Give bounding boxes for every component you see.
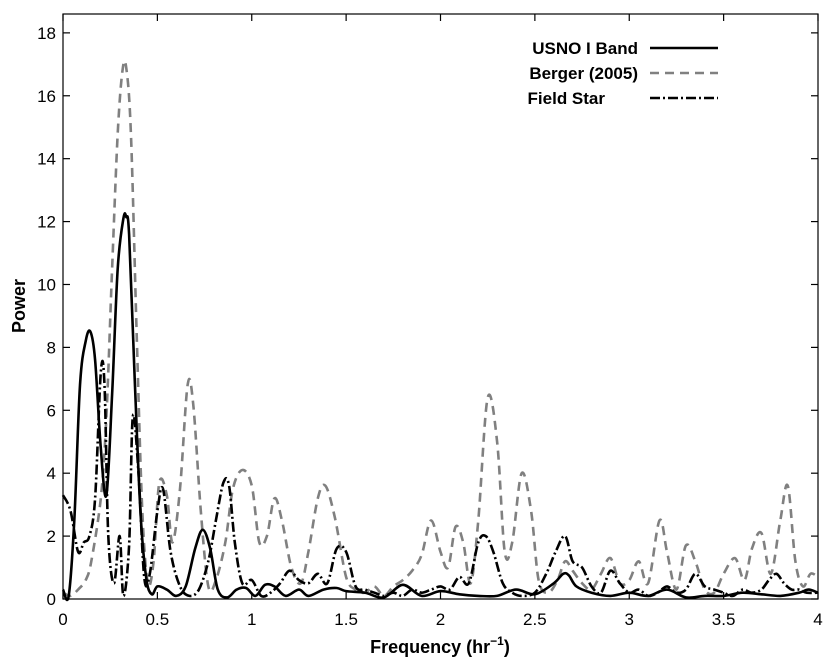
y-tick-label: 6 — [47, 401, 56, 420]
x-tick-label: 3.5 — [712, 610, 736, 629]
x-axis: 0 0.5 1 1.5 2 2.5 3 3.5 4 — [58, 14, 823, 629]
x-tick-label: 0.5 — [146, 610, 170, 629]
series-berger-2005-line — [62, 59, 819, 598]
y-tick-label: 18 — [37, 24, 56, 43]
x-tick-label: 4 — [813, 610, 822, 629]
x-tick-label: 1.5 — [334, 610, 358, 629]
x-axis-title-close: ) — [504, 637, 510, 657]
legend-label-berger: Berger (2005) — [529, 64, 638, 83]
series-usno-i-band-line — [61, 212, 819, 602]
legend-label-field-star: Field Star — [528, 89, 606, 108]
x-tick-label: 3 — [625, 610, 634, 629]
y-tick-label: 4 — [47, 464, 56, 483]
y-tick-label: 10 — [37, 275, 56, 294]
x-tick-label: 1 — [247, 610, 256, 629]
series-field-star-line — [61, 359, 819, 598]
legend: USNO I Band Berger (2005) Field Star — [528, 39, 718, 108]
x-tick-label: 0 — [58, 610, 67, 629]
plot-frame — [62, 13, 819, 600]
x-axis-title: Frequency (hr−1) — [370, 634, 510, 657]
y-tick-label: 14 — [37, 150, 56, 169]
y-axis-title: Power — [9, 279, 29, 333]
x-axis-title-exponent: −1 — [490, 634, 504, 648]
legend-label-usno: USNO I Band — [532, 39, 638, 58]
x-axis-title-text: Frequency (hr — [370, 637, 490, 657]
y-tick-label: 0 — [47, 590, 56, 609]
x-tick-label: 2.5 — [523, 610, 547, 629]
y-tick-label: 2 — [47, 527, 56, 546]
y-tick-label: 12 — [37, 213, 56, 232]
y-tick-label: 8 — [47, 338, 56, 357]
x-tick-label: 2 — [436, 610, 445, 629]
y-axis: 0 2 4 6 8 10 12 14 16 18 — [37, 24, 818, 609]
series-layer — [61, 59, 819, 602]
y-tick-label: 16 — [37, 87, 56, 106]
